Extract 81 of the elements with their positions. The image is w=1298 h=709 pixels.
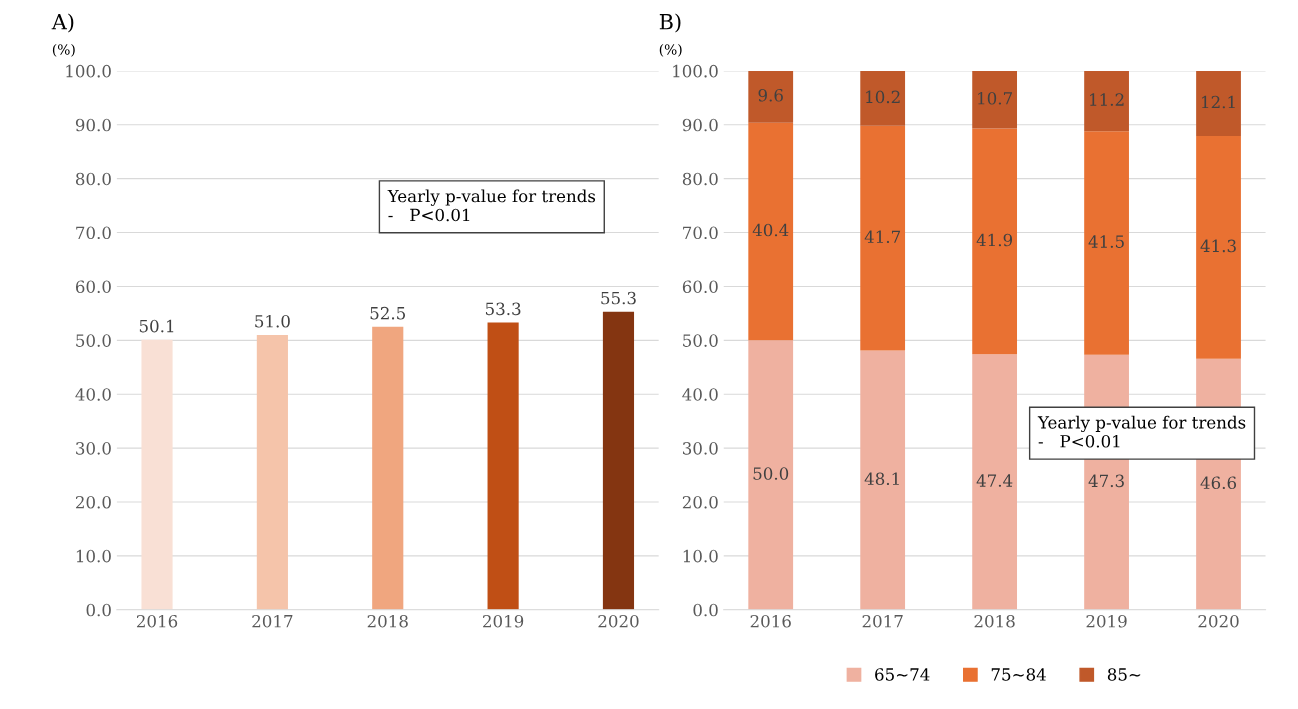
bar — [1084, 70, 1129, 132]
y-tick-label: 70.0 — [76, 226, 111, 240]
x-tick-label: 2017 — [862, 614, 903, 628]
bar — [860, 350, 906, 610]
bar — [1084, 131, 1129, 355]
data-label: 9.6 — [758, 88, 783, 102]
annotation: Yearly p-value for trends — [387, 189, 596, 206]
bar — [860, 125, 906, 351]
bar — [602, 311, 635, 610]
data-label: 40.4 — [752, 223, 789, 237]
y-tick-label: 40.0 — [75, 388, 111, 401]
chart-title: A) — [51, 13, 74, 33]
y-tick-label: 60.0 — [75, 280, 111, 294]
data-label: 51.0 — [255, 314, 290, 328]
bar — [972, 354, 1018, 610]
annotation: - P<0.01 — [1038, 434, 1120, 448]
x-tick-label: 2020 — [1198, 614, 1239, 628]
data-label: 52.5 — [370, 306, 406, 320]
data-label: 41.3 — [1200, 239, 1236, 253]
data-label: 12.1 — [1202, 95, 1235, 109]
data-label: 10.2 — [866, 90, 900, 104]
x-tick-label: 2019 — [1086, 614, 1127, 628]
data-label: 47.4 — [976, 474, 1013, 487]
x-tick-label: 2018 — [974, 614, 1015, 628]
data-label: 48.1 — [864, 472, 899, 485]
y-tick-label: 100.0 — [66, 64, 111, 78]
bar — [487, 322, 519, 610]
data-label: 46.6 — [1200, 476, 1237, 490]
legend-label: 65~74 — [875, 668, 930, 681]
y-tick-label: 80.0 — [75, 172, 111, 186]
bar — [141, 339, 173, 610]
data-label: 41.5 — [1088, 235, 1124, 248]
data-label: 41.9 — [976, 233, 1013, 247]
data-label: 53.3 — [485, 302, 521, 316]
y-tick-label: 80.0 — [682, 172, 718, 186]
y-tick-label: 10.0 — [76, 549, 111, 563]
y-tick-label: 0.0 — [86, 603, 111, 617]
y-axis-title: (%) — [659, 43, 682, 57]
y-tick-label: 90.0 — [682, 118, 718, 132]
x-tick-label: 2017 — [252, 614, 293, 628]
y-tick-label: 10.0 — [683, 549, 718, 563]
bar — [372, 326, 404, 610]
annotation: Yearly p-value for trends — [1037, 415, 1246, 433]
y-tick-label: 90.0 — [75, 118, 111, 132]
x-tick-label: 2020 — [598, 614, 639, 628]
data-label: 50.0 — [753, 467, 789, 480]
bar — [1196, 70, 1241, 137]
data-label: 50.1 — [139, 319, 174, 333]
data-label: 55.3 — [601, 291, 636, 305]
bar — [748, 340, 794, 610]
bar — [860, 70, 906, 126]
bar — [748, 70, 794, 123]
x-tick-label: 2016 — [750, 614, 791, 628]
bar — [748, 122, 794, 341]
x-tick-label: 2016 — [136, 614, 178, 628]
y-tick-label: 30.0 — [683, 442, 718, 455]
y-tick-label: 20.0 — [682, 495, 718, 509]
chart-title: B) — [659, 13, 681, 33]
bar — [972, 70, 1018, 129]
x-tick-label: 2018 — [367, 614, 408, 628]
y-tick-label: 30.0 — [76, 442, 111, 455]
bar — [256, 334, 288, 610]
legend-label: 75~84 — [991, 668, 1046, 681]
y-tick-label: 50.0 — [76, 334, 111, 347]
y-axis-title: (%) — [52, 43, 75, 57]
data-label: 11.2 — [1090, 93, 1124, 106]
y-tick-label: 70.0 — [683, 226, 718, 240]
y-tick-label: 50.0 — [683, 334, 718, 347]
y-tick-label: 20.0 — [75, 495, 111, 509]
y-tick-label: 40.0 — [682, 388, 718, 401]
y-tick-label: 0.0 — [693, 603, 718, 617]
legend-label: 85~ — [1107, 668, 1141, 681]
bar — [1196, 136, 1241, 359]
y-tick-label: 100.0 — [673, 64, 718, 78]
x-tick-label: 2019 — [483, 614, 524, 628]
annotation: - P<0.01 — [388, 208, 470, 222]
data-label: 10.7 — [978, 91, 1012, 105]
data-label: 47.3 — [1088, 474, 1124, 488]
y-tick-label: 60.0 — [682, 280, 718, 294]
bar — [972, 128, 1018, 355]
data-label: 41.7 — [864, 230, 901, 244]
